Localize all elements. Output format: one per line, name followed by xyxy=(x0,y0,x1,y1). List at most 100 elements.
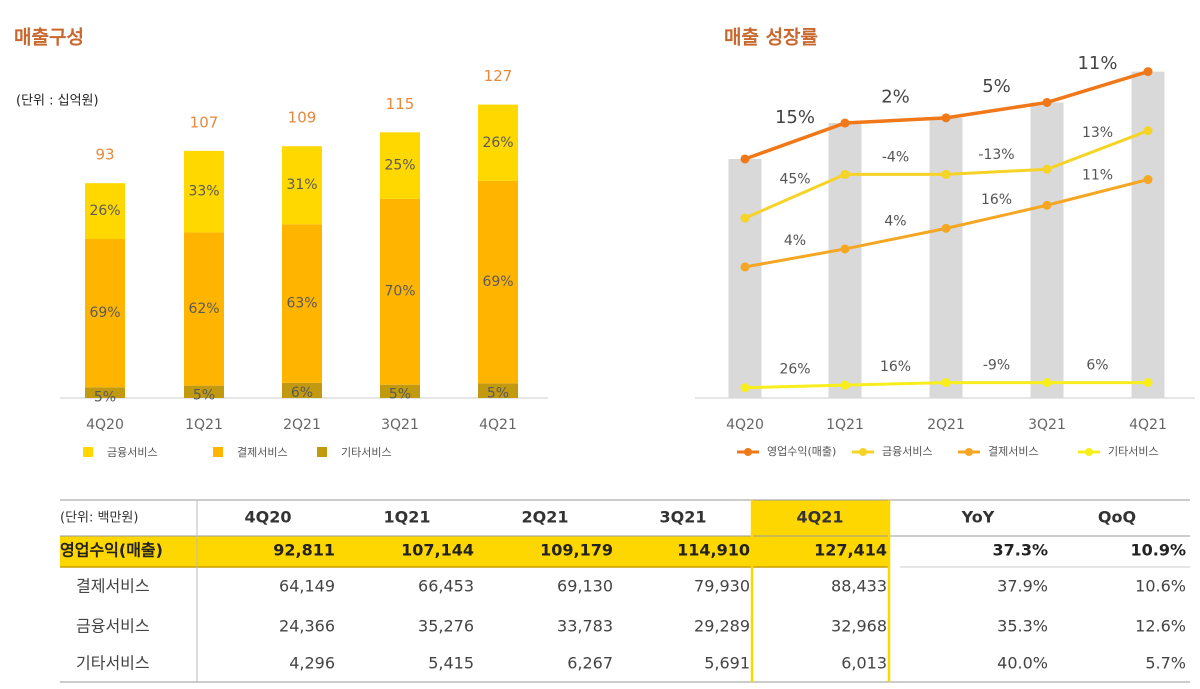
cell: 10.9% xyxy=(1130,541,1186,560)
bar xyxy=(828,123,862,398)
highlight-row xyxy=(60,536,889,567)
x-tick-label: 2Q21 xyxy=(283,417,321,433)
growth-label: -9% xyxy=(983,358,1010,374)
highlight-header xyxy=(752,500,889,536)
cell: 29,289 xyxy=(694,617,750,636)
growth-label: 4% xyxy=(784,233,806,249)
bar-segment xyxy=(85,239,125,388)
point xyxy=(1143,175,1153,185)
legend-dot xyxy=(1085,448,1093,456)
total-label: 115 xyxy=(386,95,415,113)
bar-segment xyxy=(282,382,322,398)
x-tick-label: 3Q21 xyxy=(381,417,419,433)
legend-label: 결제서비스 xyxy=(988,445,1039,458)
growth-label: 11% xyxy=(1082,167,1113,183)
cell: 79,930 xyxy=(694,577,750,596)
x-tick-label: 4Q21 xyxy=(1129,417,1167,433)
column-header: (단위: 백만원) xyxy=(60,511,138,526)
segment-label: 5% xyxy=(389,387,411,403)
row-label: 금융서비스 xyxy=(76,617,150,636)
chart-title: 매출 성장률 xyxy=(724,27,818,49)
cell: 12.6% xyxy=(1135,617,1186,636)
segment-label: 5% xyxy=(193,388,215,404)
point xyxy=(740,213,750,223)
point xyxy=(840,380,850,390)
segment-label: 5% xyxy=(94,389,116,405)
cell: 5,691 xyxy=(704,654,750,673)
cell: 88,433 xyxy=(831,577,887,596)
growth-label: 16% xyxy=(880,359,911,375)
column-header: 2Q21 xyxy=(522,508,569,527)
point xyxy=(840,244,850,254)
growth-label: 2% xyxy=(881,86,910,107)
x-tick-label: 1Q21 xyxy=(826,417,864,433)
bar-segment xyxy=(478,383,518,398)
point xyxy=(740,383,750,393)
row-label: 영업수익(매출) xyxy=(60,541,163,560)
row-label: 결제서비스 xyxy=(76,577,150,596)
point xyxy=(1042,164,1052,174)
segment-label: 70% xyxy=(384,284,415,300)
growth-label: 6% xyxy=(1086,358,1108,374)
growth-label: 4% xyxy=(884,214,906,230)
cell: 5.7% xyxy=(1145,654,1186,673)
bar-segment xyxy=(282,224,322,383)
cell: 35,276 xyxy=(418,617,474,636)
legend-dot xyxy=(859,448,867,456)
legend-dot xyxy=(744,448,752,456)
point xyxy=(941,223,951,233)
cell: 37.3% xyxy=(992,541,1048,560)
segment-label: 62% xyxy=(188,301,219,317)
cell: 10.6% xyxy=(1135,577,1186,596)
bar-segment xyxy=(282,146,322,225)
growth-label: 5% xyxy=(982,76,1011,97)
cell: 40.0% xyxy=(997,654,1048,673)
growth-label: -13% xyxy=(978,147,1014,163)
cell: 6,267 xyxy=(567,654,613,673)
bar-segment xyxy=(380,132,420,199)
total-label: 127 xyxy=(484,67,513,85)
row-label: 기타서비스 xyxy=(76,654,150,673)
bar-segment xyxy=(478,180,518,384)
legend-label: 금융서비스 xyxy=(882,445,933,458)
bar-segment xyxy=(184,150,224,233)
point xyxy=(1042,200,1052,210)
x-tick-label: 2Q21 xyxy=(927,417,965,433)
column-header: 1Q21 xyxy=(384,508,431,527)
bar-segment xyxy=(478,104,518,181)
cell: 32,968 xyxy=(831,617,887,636)
segment-label: 5% xyxy=(487,385,509,401)
growth-label: 26% xyxy=(779,361,810,377)
point xyxy=(840,169,850,179)
point xyxy=(840,118,850,128)
x-tick-label: 1Q21 xyxy=(185,417,223,433)
point xyxy=(941,113,951,123)
point xyxy=(740,154,750,164)
legend-label: 기타서비스 xyxy=(1108,445,1159,458)
bar-segment xyxy=(380,198,420,385)
chart-title: 매출구성 xyxy=(14,27,84,49)
column-header: 4Q21 xyxy=(797,508,844,527)
segment-label: 6% xyxy=(291,385,313,401)
cell: 5,415 xyxy=(428,654,474,673)
point xyxy=(740,262,750,272)
bar xyxy=(1131,71,1165,399)
growth-label: 45% xyxy=(779,171,810,187)
x-tick-label: 4Q20 xyxy=(726,417,764,433)
total-label: 107 xyxy=(190,113,219,131)
legend-swatch xyxy=(213,447,223,457)
total-label: 93 xyxy=(95,146,114,164)
point xyxy=(1143,126,1153,136)
segment-label: 26% xyxy=(482,135,513,151)
x-tick-label: 3Q21 xyxy=(1028,417,1066,433)
growth-label: -4% xyxy=(882,149,909,165)
growth-label: 13% xyxy=(1082,125,1113,141)
cell: 92,811 xyxy=(273,541,335,560)
unit-label: (단위 : 십억원) xyxy=(16,94,99,109)
segment-label: 26% xyxy=(89,203,120,219)
column-header: 4Q20 xyxy=(245,508,292,527)
column-header: 3Q21 xyxy=(660,508,707,527)
x-tick-label: 4Q20 xyxy=(86,417,124,433)
point xyxy=(1143,67,1153,77)
